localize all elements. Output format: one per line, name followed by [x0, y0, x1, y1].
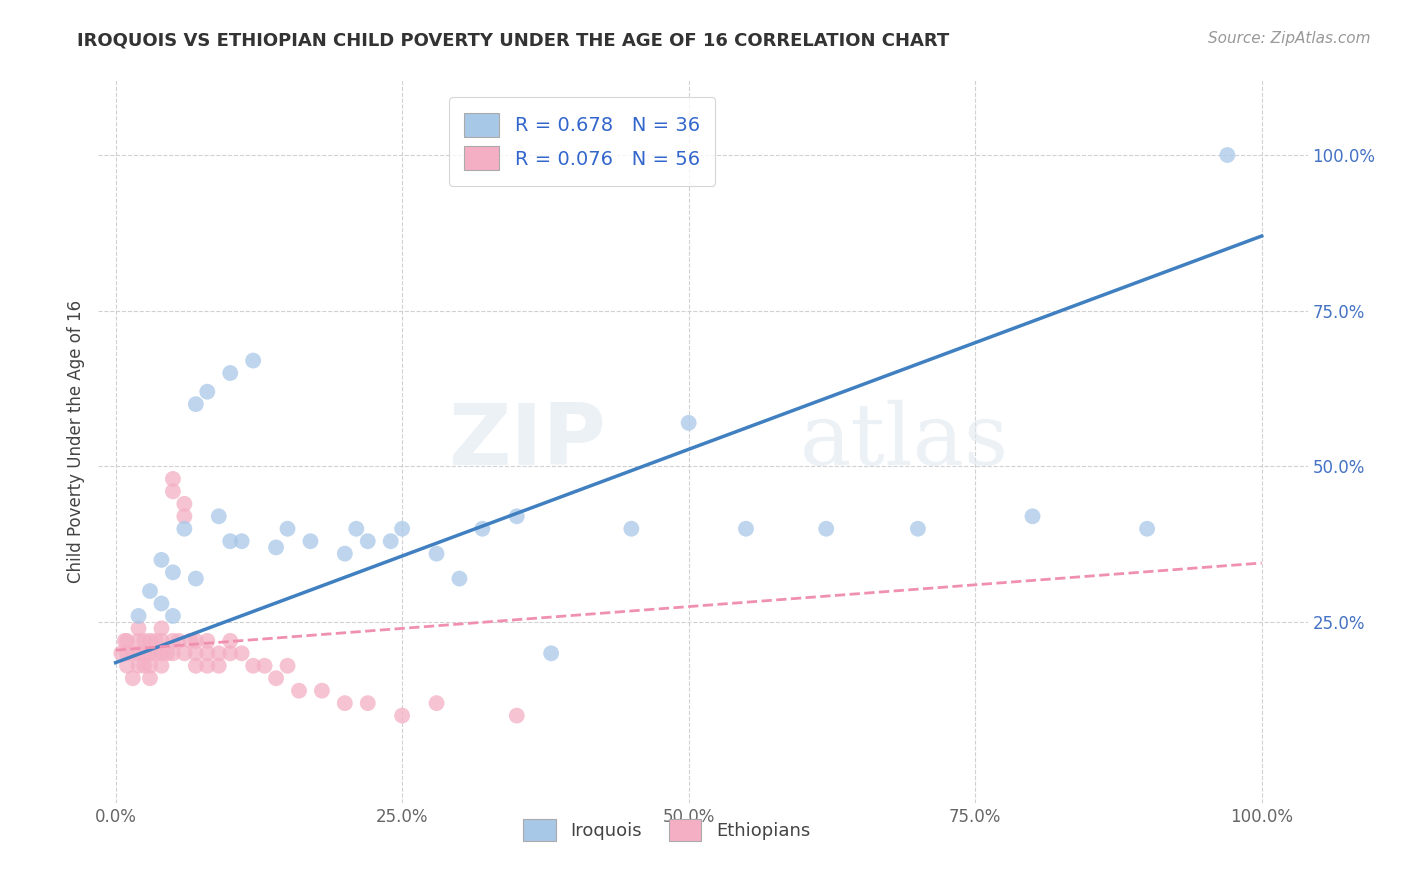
- Point: [506, 708, 529, 723]
- Point: [150, 553, 173, 567]
- Point: [380, 534, 402, 549]
- Point: [219, 534, 242, 549]
- Point: [195, 646, 218, 660]
- Point: [219, 646, 242, 660]
- Point: [173, 646, 195, 660]
- Point: [815, 522, 838, 536]
- Point: [208, 646, 231, 660]
- Point: [907, 522, 929, 536]
- Point: [128, 646, 150, 660]
- Point: [277, 658, 299, 673]
- Y-axis label: Child Poverty Under the Age of 16: Child Poverty Under the Age of 16: [66, 300, 84, 583]
- Point: [184, 658, 207, 673]
- Point: [139, 633, 162, 648]
- Point: [139, 584, 162, 599]
- Legend: Iroquois, Ethiopians: Iroquois, Ethiopians: [516, 812, 817, 848]
- Text: Source: ZipAtlas.com: Source: ZipAtlas.com: [1208, 31, 1371, 46]
- Point: [288, 683, 311, 698]
- Text: IROQUOIS VS ETHIOPIAN CHILD POVERTY UNDER THE AGE OF 16 CORRELATION CHART: IROQUOIS VS ETHIOPIAN CHILD POVERTY UNDE…: [77, 31, 949, 49]
- Point: [344, 522, 367, 536]
- Point: [208, 658, 231, 673]
- Point: [173, 522, 195, 536]
- Point: [277, 522, 299, 536]
- Point: [264, 671, 287, 685]
- Point: [134, 658, 156, 673]
- Point: [391, 708, 413, 723]
- Point: [471, 522, 494, 536]
- Point: [231, 534, 253, 549]
- Point: [195, 384, 218, 399]
- Point: [311, 683, 333, 698]
- Point: [231, 646, 253, 660]
- Point: [128, 658, 150, 673]
- Point: [208, 509, 231, 524]
- Point: [333, 547, 356, 561]
- Text: atlas: atlas: [800, 400, 1010, 483]
- Point: [506, 509, 529, 524]
- Point: [299, 534, 322, 549]
- Point: [156, 646, 179, 660]
- Point: [150, 621, 173, 635]
- Point: [114, 633, 136, 648]
- Point: [128, 621, 150, 635]
- Point: [115, 633, 138, 648]
- Point: [115, 646, 138, 660]
- Point: [242, 353, 264, 368]
- Point: [167, 633, 190, 648]
- Point: [184, 397, 207, 411]
- Text: ZIP: ZIP: [449, 400, 606, 483]
- Point: [264, 541, 287, 555]
- Point: [162, 633, 184, 648]
- Point: [253, 658, 276, 673]
- Point: [195, 633, 218, 648]
- Point: [678, 416, 700, 430]
- Point: [184, 646, 207, 660]
- Point: [620, 522, 643, 536]
- Point: [1216, 148, 1239, 162]
- Point: [242, 658, 264, 673]
- Point: [162, 472, 184, 486]
- Point: [150, 646, 173, 660]
- Point: [735, 522, 758, 536]
- Point: [333, 696, 356, 710]
- Point: [1136, 522, 1159, 536]
- Point: [173, 497, 195, 511]
- Point: [134, 633, 156, 648]
- Point: [195, 658, 218, 673]
- Point: [145, 633, 167, 648]
- Point: [128, 609, 150, 624]
- Point: [425, 696, 447, 710]
- Point: [139, 671, 162, 685]
- Point: [121, 671, 143, 685]
- Point: [391, 522, 413, 536]
- Point: [162, 646, 184, 660]
- Point: [184, 572, 207, 586]
- Point: [115, 658, 138, 673]
- Point: [179, 633, 201, 648]
- Point: [219, 366, 242, 380]
- Point: [150, 633, 173, 648]
- Point: [162, 566, 184, 580]
- Point: [1021, 509, 1043, 524]
- Point: [150, 597, 173, 611]
- Point: [134, 646, 156, 660]
- Point: [219, 633, 242, 648]
- Point: [449, 572, 471, 586]
- Point: [540, 646, 562, 660]
- Point: [145, 646, 167, 660]
- Point: [162, 609, 184, 624]
- Point: [128, 633, 150, 648]
- Point: [184, 633, 207, 648]
- Point: [110, 646, 132, 660]
- Point: [162, 484, 184, 499]
- Point: [150, 658, 173, 673]
- Point: [173, 509, 195, 524]
- Point: [139, 658, 162, 673]
- Point: [425, 547, 447, 561]
- Point: [139, 646, 162, 660]
- Point: [121, 646, 143, 660]
- Point: [357, 696, 380, 710]
- Point: [357, 534, 380, 549]
